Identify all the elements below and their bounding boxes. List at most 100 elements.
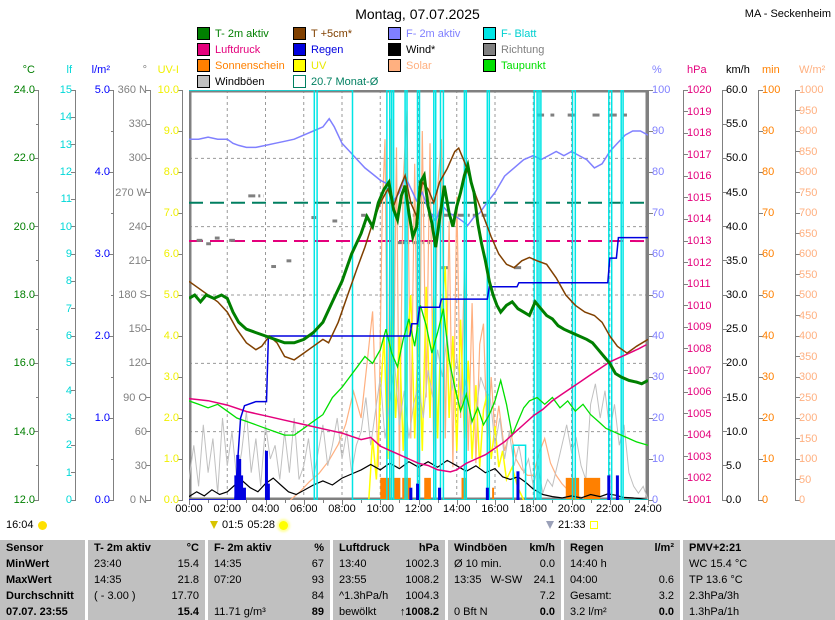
- column-name: Regen: [570, 542, 604, 554]
- axis-tick: [795, 417, 800, 419]
- x-tick: [514, 500, 516, 503]
- x-tick-label: 20:00: [557, 503, 586, 515]
- cell-right: ↑1008.2: [399, 606, 439, 618]
- axis-tick-label: 4.0: [94, 166, 110, 178]
- axis-tick-label: 60: [652, 248, 665, 260]
- legend-swatch-icon: [483, 27, 496, 40]
- sun-icon: [278, 520, 288, 530]
- x-tick: [418, 500, 420, 505]
- axis-tick: [178, 89, 183, 91]
- cell-right: 7.2: [539, 590, 555, 602]
- x-tick: [399, 500, 401, 503]
- column-name: PMV+2:21: [689, 542, 742, 554]
- axis-tick-label: 0: [762, 494, 769, 506]
- axis-tick: [758, 130, 763, 132]
- axis-tick-label: 12: [59, 166, 72, 178]
- axis-tick-label: 3: [65, 412, 72, 424]
- x-tick: [265, 500, 267, 505]
- axis-tick-label: 1017: [687, 148, 712, 161]
- axis-tick-label: 400: [799, 330, 818, 342]
- axis-tick: [795, 479, 800, 480]
- axis-tick-label: 300: [128, 152, 147, 165]
- axis-tick-label: 10: [652, 453, 665, 465]
- axis-tick: [683, 240, 688, 242]
- axis-tick: [178, 130, 183, 132]
- column-unit: hPa: [418, 542, 439, 554]
- series-t-2m-aktiv: [188, 159, 649, 386]
- axis-tick: [758, 376, 763, 378]
- axis-tick-label: 500: [799, 289, 818, 301]
- axis-tick: [758, 417, 763, 419]
- axis-tick: [648, 212, 653, 214]
- moonrise-time: 16:04: [6, 519, 34, 531]
- x-tick: [648, 500, 649, 505]
- axis-tick: [71, 417, 76, 419]
- axis-tick-label: 10: [762, 453, 775, 465]
- table-cell: 14:35 67: [208, 556, 330, 572]
- axis-tick-label: 30: [762, 371, 775, 383]
- legend-item-regen: Regen: [293, 43, 343, 56]
- table-cell: Durchschnitt: [0, 588, 85, 604]
- cell-right: 0.0: [539, 558, 555, 570]
- axis-minor-tick: [111, 376, 114, 378]
- axis-tick-label: 0 N: [129, 494, 147, 506]
- table-cell: 04:00 0.6: [564, 572, 680, 588]
- table-cell: 11.71 g/m³ 89: [208, 604, 330, 620]
- series-luftdruck: [188, 343, 647, 473]
- axis-tick-label: 350: [799, 350, 818, 363]
- cell-right: 0.0: [658, 606, 674, 618]
- axis-tick-label: 2.0: [94, 330, 110, 342]
- legend-item-20-7-monat-: 20.7 Monat-Ø: [293, 75, 378, 88]
- axis-tick-label: 15.0: [726, 391, 748, 404]
- axis-tick: [758, 253, 763, 255]
- axis-tick: [146, 294, 151, 296]
- table-cell: 14:40 h: [564, 556, 680, 572]
- axis-tick: [722, 397, 727, 398]
- axis-tick: [71, 198, 76, 200]
- legend-item-f-blatt: F- Blatt: [483, 27, 536, 40]
- table-cell: 0 Bft N 0.0: [448, 604, 561, 620]
- axis-tick-label: 18.0: [13, 289, 35, 301]
- axis-tick: [648, 458, 653, 460]
- table-header-cell: Sensor: [0, 540, 85, 556]
- cell-left: 23:55: [339, 574, 367, 586]
- axis-tick: [109, 89, 114, 91]
- legend-swatch-icon: [197, 43, 210, 56]
- axis-tick: [795, 294, 800, 296]
- legend-item-luftdruck: Luftdruck: [197, 43, 260, 56]
- axis-tick-label: 40.0: [726, 220, 748, 233]
- axis-minor-tick: [36, 260, 39, 262]
- table-header-cell: PMV+2:21: [683, 540, 835, 556]
- axis-tick-label: 250: [799, 391, 818, 404]
- table-cell: 2.3hPa/3h: [683, 588, 835, 604]
- axis-tick: [795, 458, 800, 460]
- table-cell: 14:35 21.8: [88, 572, 205, 588]
- cell-left: 2.3hPa/3h: [689, 590, 740, 602]
- axis-minor-tick: [111, 130, 114, 132]
- x-tick-label: 06:00: [289, 503, 318, 515]
- x-tick: [628, 500, 630, 503]
- x-tick: [227, 500, 229, 505]
- cell-left: 14:35: [94, 574, 122, 586]
- axis-header-W/m²: W/m²: [799, 64, 826, 76]
- axis-tick-label: 1020: [687, 84, 712, 96]
- table-cell: 3.2 l/m² 0.0: [564, 604, 680, 620]
- axis-tick-label: 900: [799, 125, 818, 137]
- axis-tick-label: 150: [128, 323, 147, 336]
- axis-tick: [683, 434, 688, 436]
- column-name: Windböen: [454, 542, 508, 554]
- table-header-cell: Regen l/m²: [564, 540, 680, 556]
- axis-tick: [178, 499, 183, 501]
- table-cell: Gesamt: 3.2: [564, 588, 680, 604]
- axis-tick-label: 330: [128, 118, 147, 131]
- axis-tick: [34, 226, 39, 228]
- axis-tick: [109, 171, 114, 173]
- axis-tick: [71, 472, 76, 474]
- table-cell: 07:20 93: [208, 572, 330, 588]
- axis-tick: [795, 397, 800, 398]
- axis-tick-label: 200: [799, 412, 818, 424]
- cell-left: Ø 10 min.: [454, 558, 502, 570]
- axis-tick-label: 0: [65, 494, 72, 506]
- table-cell: 84: [208, 588, 330, 604]
- table-column-sensor: Sensor MinWert MaxWert Durchschnitt 07.07. 2…: [0, 540, 85, 620]
